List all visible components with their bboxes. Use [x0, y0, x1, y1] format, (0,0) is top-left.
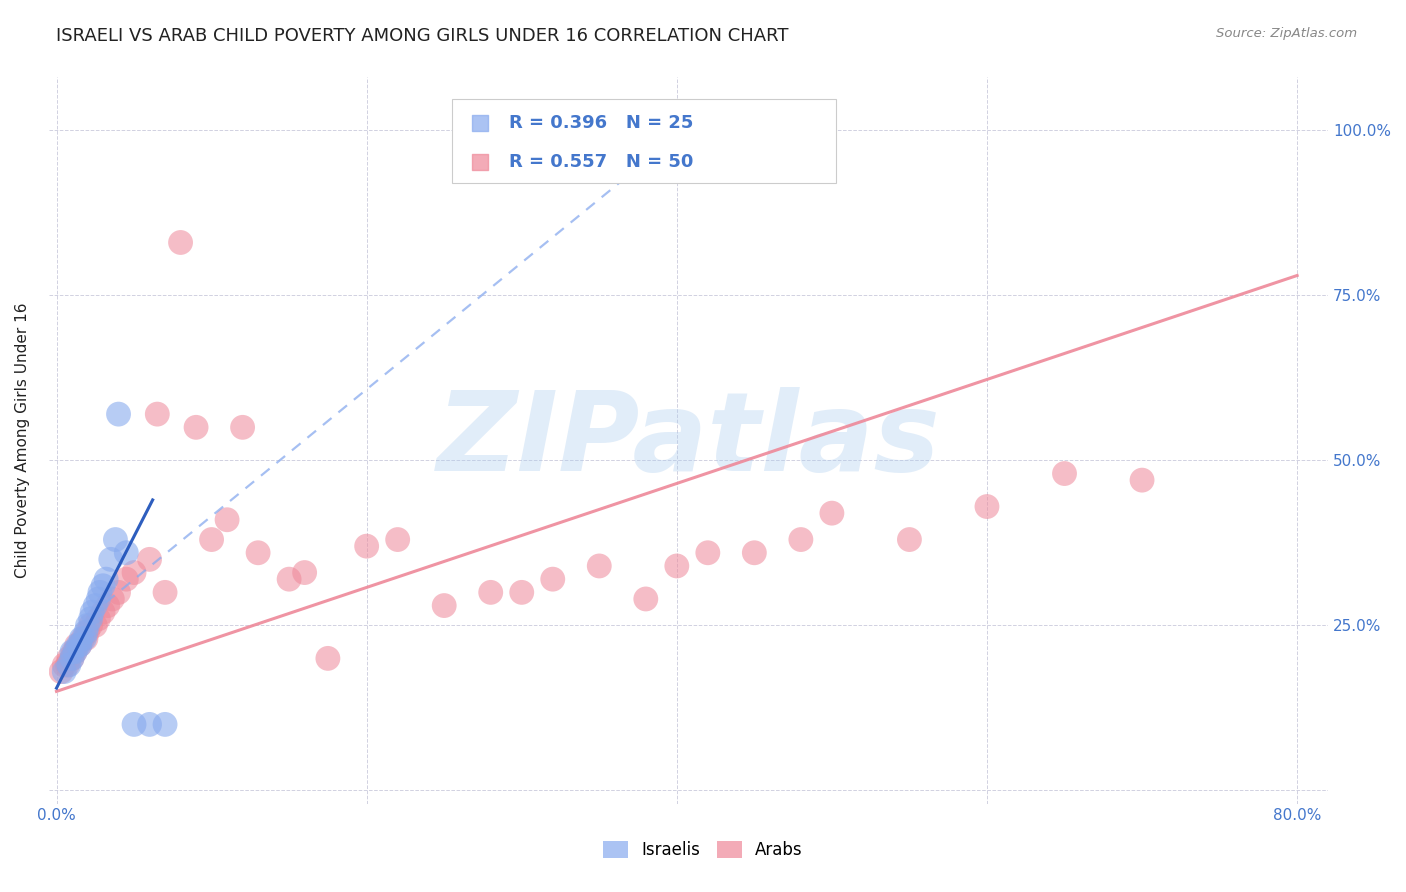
Point	[62, 645, 84, 659]
Point	[122, 717, 145, 731]
Point	[87, 612, 110, 626]
Point	[66, 638, 89, 652]
Point	[217, 513, 239, 527]
Point	[665, 558, 688, 573]
Point	[87, 591, 110, 606]
Point	[634, 591, 657, 606]
Point	[60, 651, 83, 665]
Point	[184, 420, 207, 434]
Point	[72, 632, 94, 646]
Y-axis label: Child Poverty Among Girls Under 16: Child Poverty Among Girls Under 16	[15, 302, 30, 578]
Point	[153, 585, 176, 599]
Point	[976, 500, 998, 514]
Point	[94, 572, 117, 586]
Point	[479, 585, 502, 599]
Point	[696, 546, 718, 560]
Point	[91, 605, 114, 619]
Point	[63, 645, 86, 659]
Point	[67, 638, 90, 652]
Point	[169, 235, 191, 250]
Point	[75, 632, 97, 646]
Point	[56, 657, 79, 672]
Point	[101, 591, 124, 606]
Point	[60, 645, 83, 659]
Point	[138, 552, 160, 566]
Point	[89, 585, 111, 599]
Point	[58, 651, 80, 665]
Point	[898, 533, 921, 547]
Legend: Israelis, Arabs: Israelis, Arabs	[596, 834, 810, 866]
Point	[744, 546, 766, 560]
Point	[104, 533, 127, 547]
Point	[122, 566, 145, 580]
Point	[541, 572, 564, 586]
Point	[76, 624, 98, 639]
Point	[76, 618, 98, 632]
Point	[97, 599, 120, 613]
Point	[115, 572, 138, 586]
Point	[107, 407, 129, 421]
Point	[49, 665, 72, 679]
Point	[84, 599, 107, 613]
Text: Source: ZipAtlas.com: Source: ZipAtlas.com	[1216, 27, 1357, 40]
Point	[356, 539, 378, 553]
Point	[387, 533, 409, 547]
Point	[278, 572, 301, 586]
Point	[84, 618, 107, 632]
Point	[69, 638, 91, 652]
Point	[200, 533, 222, 547]
Point	[146, 407, 169, 421]
Text: ISRAELI VS ARAB CHILD POVERTY AMONG GIRLS UNDER 16 CORRELATION CHART: ISRAELI VS ARAB CHILD POVERTY AMONG GIRL…	[56, 27, 789, 45]
Point	[1053, 467, 1076, 481]
Point	[73, 632, 96, 646]
Point	[63, 645, 86, 659]
Point	[138, 717, 160, 731]
Point	[82, 605, 104, 619]
Point	[70, 632, 93, 646]
Point	[790, 533, 813, 547]
Point	[79, 618, 101, 632]
Point	[75, 624, 97, 639]
Point	[568, 200, 591, 214]
Point	[107, 585, 129, 599]
Point	[69, 638, 91, 652]
Point	[232, 420, 254, 434]
Point	[153, 717, 176, 731]
Point	[821, 506, 844, 520]
Point	[115, 546, 138, 560]
Point	[58, 657, 80, 672]
Point	[1130, 473, 1153, 487]
Point	[100, 552, 122, 566]
Point	[53, 657, 76, 672]
Point	[53, 665, 76, 679]
Text: ZIPatlas: ZIPatlas	[437, 387, 941, 494]
Text: R = 0.557   N = 50: R = 0.557 N = 50	[509, 153, 693, 171]
Point	[588, 558, 610, 573]
Point	[433, 599, 456, 613]
Point	[294, 566, 316, 580]
Point	[510, 585, 533, 599]
Point	[316, 651, 339, 665]
Point	[79, 612, 101, 626]
Point	[247, 546, 270, 560]
FancyBboxPatch shape	[451, 99, 835, 183]
Text: R = 0.396   N = 25: R = 0.396 N = 25	[509, 113, 693, 132]
Point	[60, 651, 83, 665]
Point	[568, 164, 591, 178]
Point	[91, 579, 114, 593]
